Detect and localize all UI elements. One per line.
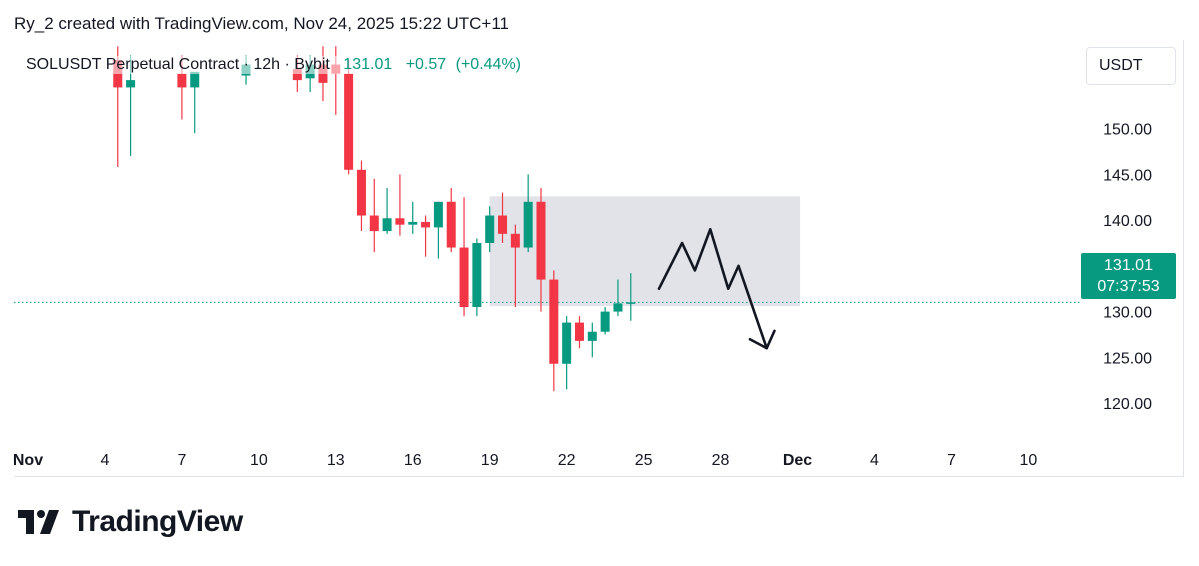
x-axis-tick-label: 19 <box>481 452 499 469</box>
candle-body <box>587 331 597 341</box>
candle <box>472 238 482 317</box>
candle <box>498 192 508 243</box>
last-price-value: 131.01 <box>1104 257 1153 274</box>
currency-button[interactable]: USDT <box>1086 47 1176 85</box>
tradingview-logo[interactable]: TradingView <box>18 505 243 539</box>
candle-body <box>292 69 302 81</box>
y-axis-tick-label: 130.00 <box>1103 305 1152 322</box>
x-axis-tick-label: Dec <box>783 452 812 469</box>
tradingview-logo-icon <box>18 510 59 534</box>
candle <box>421 215 431 257</box>
candle-body <box>485 215 495 243</box>
candle <box>433 201 443 259</box>
y-axis-tick-label: 145.00 <box>1103 167 1152 184</box>
candle-body <box>446 201 456 248</box>
y-axis-tick-label: 150.00 <box>1103 122 1152 139</box>
candle-body <box>344 73 354 170</box>
projection-path <box>657 227 769 350</box>
candle <box>369 178 379 253</box>
candle-body <box>498 215 508 234</box>
x-axis-tick-label: 7 <box>947 452 956 469</box>
candle-body <box>626 302 636 304</box>
x-axis-tick-label: 13 <box>327 452 345 469</box>
candle <box>485 206 495 253</box>
candle-body <box>408 221 418 225</box>
x-axis-tick-label: 28 <box>712 452 730 469</box>
legend-change: +0.57 <box>405 56 447 73</box>
x-axis-tick-label: 7 <box>177 452 186 469</box>
candle <box>536 188 546 312</box>
candle-body <box>600 311 610 332</box>
x-axis-tick-label: 4 <box>870 452 879 469</box>
candle-body <box>395 218 405 225</box>
candle <box>510 224 520 308</box>
candle-body <box>536 201 546 280</box>
symbol-label: SOLUSDT Perpetual Contract · 12h · Bybit <box>26 56 330 73</box>
candle <box>190 71 200 134</box>
y-axis-tick-label: 140.00 <box>1103 213 1152 230</box>
candle-body <box>126 80 136 88</box>
x-axis-tick-label: 10 <box>250 452 268 469</box>
candle-body <box>510 233 520 248</box>
candle-body <box>562 322 572 364</box>
candle <box>562 316 572 390</box>
candle-body <box>190 71 200 88</box>
candle <box>344 59 354 175</box>
chart-frame <box>14 40 1184 477</box>
candle <box>626 273 636 321</box>
candle <box>613 279 623 317</box>
candle <box>587 322 597 358</box>
x-axis-tick-label: 16 <box>404 452 422 469</box>
candle-body <box>472 242 482 308</box>
candle-body <box>549 279 559 364</box>
candle-body <box>613 303 623 312</box>
candle-body <box>356 169 366 216</box>
candle-body <box>433 201 443 228</box>
candle <box>549 270 559 392</box>
symbol-legend[interactable]: SOLUSDT Perpetual Contract · 12h · Bybit… <box>26 56 521 74</box>
candle-body <box>177 73 187 88</box>
bar-countdown: 07:37:53 <box>1097 278 1160 295</box>
y-axis-tick-label: 120.00 <box>1103 396 1152 413</box>
candle <box>446 188 456 253</box>
x-axis-tick-label: 25 <box>635 452 653 469</box>
candle-body <box>369 215 379 232</box>
candle-body <box>421 221 431 228</box>
x-axis-tick-label: Nov <box>13 452 43 469</box>
candle-body <box>459 247 469 308</box>
candle <box>408 201 418 234</box>
last-price-label: 131.01 07:37:53 <box>1081 253 1176 299</box>
x-axis-tick-label: 4 <box>100 452 109 469</box>
chart-credit: Ry_2 created with TradingView.com, Nov 2… <box>14 14 510 33</box>
resistance-zone-box <box>489 196 801 307</box>
candle <box>600 307 610 335</box>
candle <box>356 160 366 232</box>
legend-change-percent: (+0.44%) <box>455 56 521 73</box>
candle-body <box>523 201 533 248</box>
candle <box>395 174 405 236</box>
candle <box>523 174 533 253</box>
candle-body <box>382 218 392 232</box>
x-axis-tick-label: 22 <box>558 452 576 469</box>
x-axis-tick-label: 10 <box>1019 452 1037 469</box>
candle-body <box>574 322 584 341</box>
candle <box>574 316 584 349</box>
candle <box>459 197 469 317</box>
brand-name: TradingView <box>72 505 243 538</box>
y-axis-tick-label: 125.00 <box>1103 350 1152 367</box>
projection-arrowhead <box>748 329 776 350</box>
legend-price: 131.01 <box>343 56 393 73</box>
candle <box>382 188 392 234</box>
